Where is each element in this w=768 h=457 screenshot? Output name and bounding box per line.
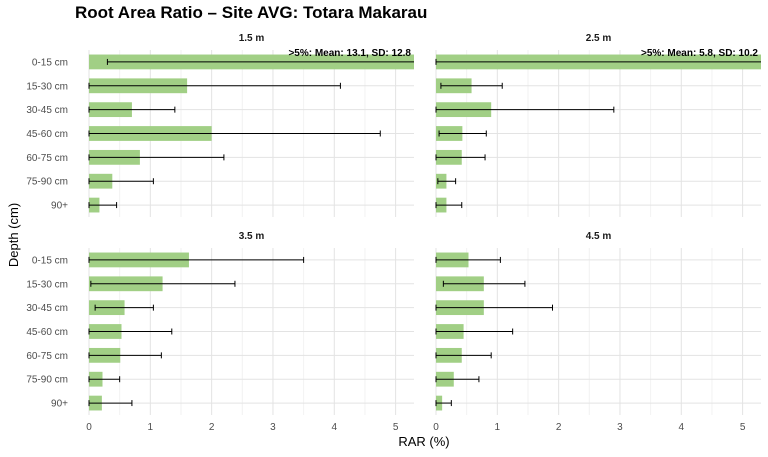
panel-title: 1.5 m	[239, 33, 265, 44]
panel-3: 3.5 m 0-15 cm 15-30 cm 30-45 cm 45-60 cm 60-7…	[26, 231, 414, 433]
y-tick-label: 45-60 cm	[26, 327, 68, 338]
panel-title: 4.5 m	[586, 231, 612, 242]
y-tick-label: 0-15 cm	[32, 57, 68, 68]
x-tick-label: 1	[148, 422, 154, 433]
x-tick-label: 5	[740, 422, 746, 433]
y-tick-label: 90+	[51, 201, 68, 212]
y-tick-label: 60-75 cm	[26, 351, 68, 362]
panel-annotation: >5%: Mean: 5.8, SD: 10.2	[641, 48, 758, 59]
panel-4: 4.5 m 0 1 2 3 4 5	[433, 231, 761, 433]
x-axis-label: RAR (%)	[398, 434, 449, 449]
y-tick-label: 0-15 cm	[32, 255, 68, 266]
y-tick-label: 15-30 cm	[26, 81, 68, 92]
y-axis-label: Depth (cm)	[6, 203, 21, 267]
facet-panels: 1.5 m 0-15 cm 15-30 cm 30-45 cm 45-60 cm 60-7…	[26, 33, 761, 433]
x-tick-label: 4	[332, 422, 338, 433]
x-tick-label: 0	[433, 422, 439, 433]
x-tick-label: 3	[270, 422, 276, 433]
y-tick-label: 75-90 cm	[26, 375, 68, 386]
x-tick-label: 2	[556, 422, 562, 433]
panel-annotation: >5%: Mean: 13.1, SD: 12.8	[288, 48, 411, 59]
panel-1: 1.5 m 0-15 cm 15-30 cm 30-45 cm 45-60 cm 60-7…	[26, 33, 414, 217]
y-tick-label: 30-45 cm	[26, 105, 68, 116]
y-tick-label: 60-75 cm	[26, 153, 68, 164]
panel-title: 3.5 m	[239, 231, 265, 242]
x-tick-label: 5	[393, 422, 399, 433]
y-tick-label: 75-90 cm	[26, 177, 68, 188]
x-tick-label: 0	[86, 422, 92, 433]
panel-title: 2.5 m	[586, 33, 612, 44]
y-tick-label: 15-30 cm	[26, 279, 68, 290]
x-tick-label: 1	[495, 422, 501, 433]
y-tick-label: 90+	[51, 399, 68, 410]
x-tick-label: 4	[679, 422, 685, 433]
chart-title: Root Area Ratio – Site AVG: Totara Makar…	[75, 3, 427, 22]
panel-2: 2.5 m >5%: Mean: 5.8, SD: 10.2	[435, 33, 761, 217]
y-tick-label: 45-60 cm	[26, 129, 68, 140]
x-tick-label: 2	[209, 422, 215, 433]
y-tick-label: 30-45 cm	[26, 303, 68, 314]
x-tick-label: 3	[617, 422, 623, 433]
